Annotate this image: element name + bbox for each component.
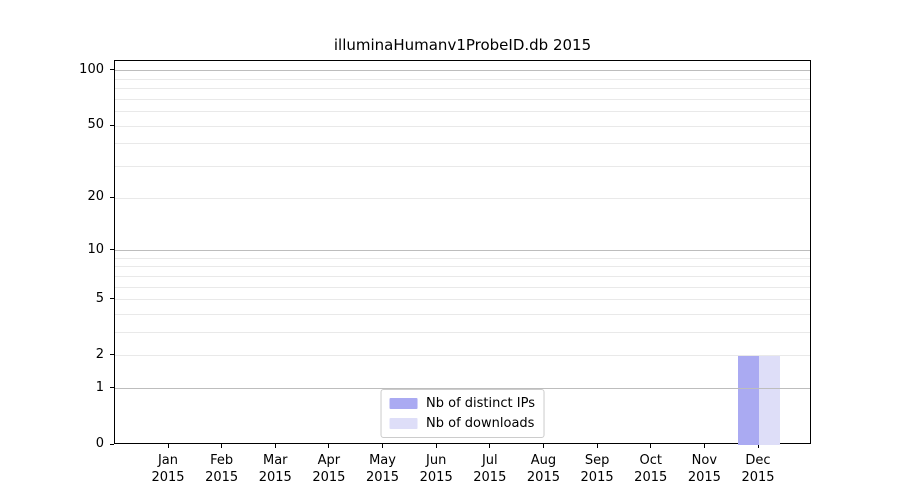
gridline-minor (115, 111, 810, 113)
y-tick-label: 1 (95, 379, 104, 395)
y-tick-label: 0 (95, 436, 104, 451)
x-tick-mark (274, 444, 276, 448)
gridline-minor (115, 78, 810, 80)
y-tick-mark (110, 298, 114, 300)
gridline-minor (115, 275, 810, 277)
legend-swatch-icon (389, 418, 418, 429)
y-tick-mark (110, 249, 114, 251)
gridline-minor (115, 98, 810, 100)
x-tick-label: Jun 2015 (419, 453, 453, 485)
x-tick-label: May 2015 (365, 453, 400, 485)
gridline-minor (115, 257, 810, 259)
y-tick-label: 10 (87, 241, 104, 257)
x-tick-label: Nov 2015 (687, 453, 721, 485)
chart-title: illuminaHumanv1ProbeID.db 2015 (333, 36, 592, 54)
y-tick-mark (110, 196, 114, 198)
x-tick-mark (167, 444, 169, 448)
gridline-minor (115, 143, 810, 145)
bar-downloads (759, 355, 781, 445)
x-tick-label: Aug 2015 (526, 453, 560, 485)
gridline-minor (115, 166, 810, 168)
y-tick-label: 2 (95, 346, 104, 362)
x-tick-label: Jan 2015 (151, 453, 185, 485)
gridline-major (115, 70, 810, 72)
y-tick-label: 20 (87, 189, 104, 205)
gridline-major (115, 388, 810, 390)
legend: Nb of distinct IPs Nb of downloads (380, 389, 545, 438)
gridline-minor (115, 286, 810, 288)
gridline-minor (115, 197, 810, 199)
legend-swatch-icon (389, 398, 418, 409)
gridline-minor (115, 314, 810, 315)
legend-entry: Nb of downloads (389, 416, 535, 431)
gridline-major (115, 250, 810, 252)
x-tick-mark (382, 444, 384, 448)
x-tick-label: Apr 2015 (312, 453, 346, 485)
gridline-minor (115, 355, 810, 357)
x-tick-label: Sep 2015 (580, 453, 614, 485)
gridline-minor (115, 125, 810, 127)
x-tick-mark (328, 444, 330, 448)
x-tick-mark (650, 444, 652, 448)
gridline-minor (115, 88, 810, 90)
gridline-minor (115, 266, 810, 268)
x-tick-label: Mar 2015 (258, 453, 292, 485)
legend-label: Nb of downloads (426, 416, 535, 431)
y-tick-mark (110, 69, 114, 71)
y-tick-label: 50 (87, 117, 104, 133)
plot-area: Nb of distinct IPs Nb of downloads (114, 60, 811, 445)
x-tick-mark (757, 444, 759, 448)
x-tick-label: Jul 2015 (473, 453, 507, 485)
legend-label: Nb of distinct IPs (426, 396, 535, 411)
x-tick-label: Feb 2015 (205, 453, 239, 485)
y-tick-mark (110, 387, 114, 389)
bar-distinct-ips (737, 355, 759, 445)
y-tick-label: 5 (95, 290, 104, 306)
y-tick-mark (110, 443, 114, 445)
x-tick-mark (489, 444, 491, 448)
y-tick-mark (110, 124, 114, 126)
x-tick-label: Oct 2015 (634, 453, 668, 485)
x-tick-mark (221, 444, 223, 448)
y-tick-mark (110, 354, 114, 356)
x-tick-mark (435, 444, 437, 448)
x-tick-mark (542, 444, 544, 448)
x-tick-mark (596, 444, 598, 448)
x-tick-label: Dec 2015 (741, 453, 775, 485)
gridline-minor (115, 332, 810, 334)
gridline-minor (115, 299, 810, 301)
legend-entry: Nb of distinct IPs (389, 396, 535, 411)
y-tick-label: 100 (79, 61, 104, 77)
x-tick-mark (703, 444, 705, 448)
